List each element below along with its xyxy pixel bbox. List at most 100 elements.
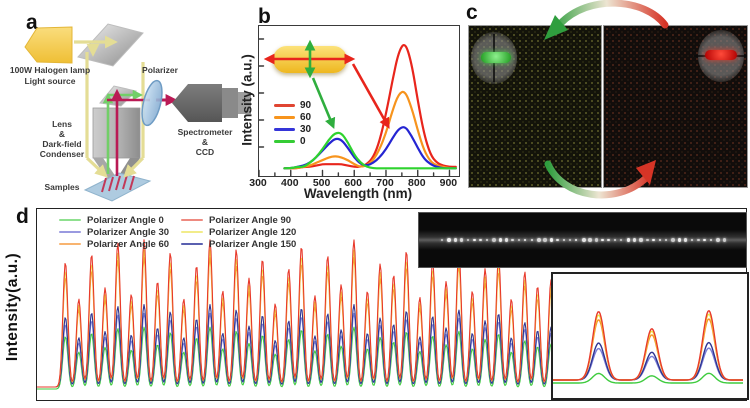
peak-zoom-inset (551, 272, 749, 400)
red-pointer-arrow (351, 63, 390, 129)
nanorod-dot (581, 238, 586, 242)
nanorod-dot (645, 238, 649, 242)
darkfield-image-longitudinal (603, 25, 748, 188)
nanorod-dot (460, 238, 464, 242)
legend-item: Polarizer Angle 120 (181, 226, 296, 238)
tick-800: 800 (408, 177, 426, 189)
ccd-block (238, 92, 251, 114)
darkfield-image-transverse (468, 25, 602, 188)
nanorod-dot (588, 238, 592, 242)
legend-swatch-angle-30 (59, 230, 81, 234)
legend-item: Polarizer Angle 60 (59, 238, 169, 250)
nanorod-dot (485, 239, 488, 241)
panel-b-x-axis-label: Wavelength (nm) (303, 186, 413, 201)
panel-c-label: c (466, 1, 478, 24)
legend-swatch-60 (274, 115, 295, 119)
panel-b-legend: 90 60 30 0 (274, 99, 311, 147)
nanorod-dot (466, 238, 470, 242)
legend-label-angle-120: Polarizer Angle 120 (209, 226, 297, 238)
red-nanorod-icon (705, 50, 737, 60)
panel-b-annotations (263, 39, 390, 130)
nanorod-dot (505, 238, 509, 242)
nanorod-dot (709, 239, 712, 241)
tick-600: 600 (344, 177, 362, 189)
nanorod-dot (479, 238, 482, 242)
lamp-label-line2: Light source (24, 76, 76, 86)
panel-d-y-axis-label: Intensity(a.u.) (4, 252, 21, 362)
lamp-label-line1: 100W Halogen lamp (9, 65, 91, 75)
legend-item: Polarizer Angle 150 (181, 238, 296, 250)
tick-400: 400 (281, 177, 299, 189)
legend-swatch-0 (274, 139, 295, 143)
nanorod-dot (716, 238, 720, 242)
nanorod-dot (530, 239, 533, 241)
polarization-inset-green (471, 32, 517, 84)
polarization-inset-red (694, 30, 747, 82)
condenser-label-3: Dark-field (42, 139, 82, 149)
panel-b-plot-area: 90 60 30 0 (258, 25, 460, 177)
panel-a-setup-diagram: a (0, 0, 256, 205)
legend-swatch-angle-0 (59, 218, 81, 222)
condenser-label-2: & (58, 129, 66, 139)
nanorod-dot (697, 238, 700, 242)
nanorod-dot (556, 238, 560, 242)
nanorod-dot (722, 238, 727, 242)
legend-swatch-90 (274, 103, 295, 107)
samples-label: Samples (44, 182, 80, 192)
legend-swatch-angle-150 (181, 242, 204, 246)
spectrometer-body (172, 84, 222, 122)
panel-b-label: b (258, 5, 271, 28)
legend-label-0: 0 (300, 135, 306, 147)
nanorod-dot (703, 238, 706, 242)
legend-item: 60 (274, 111, 311, 123)
nanorod-dot (517, 238, 521, 242)
panel-c-darkfield-images: c (455, 0, 750, 205)
nanorod-dot (562, 238, 566, 242)
nanorod-dot (639, 238, 643, 242)
nanorod-dot (447, 238, 452, 242)
spectrometer-label-2: & (201, 137, 209, 147)
panel-b-spectra: b Intensity (a.u.) 90 60 30 (240, 0, 466, 205)
nanorod-dot (690, 238, 694, 242)
nanorod-dot (575, 239, 578, 241)
tick-500: 500 (312, 177, 331, 189)
nanorod-dot (498, 238, 503, 242)
nanorod-dot (633, 238, 637, 242)
nanorod-dot (511, 238, 515, 242)
nanorod-dot (626, 238, 631, 242)
halogen-lamp-icon (24, 26, 73, 64)
nanorod-dot (665, 239, 667, 241)
nanorod-dot (473, 238, 476, 242)
panel-b-curves (259, 38, 457, 176)
spectrometer-block (222, 88, 238, 118)
legend-label-angle-30: Polarizer Angle 30 (87, 226, 170, 238)
legend-label-angle-60: Polarizer Angle 60 (87, 238, 170, 250)
legend-item: Polarizer Angle 30 (59, 226, 169, 238)
legend-label-90: 90 (300, 99, 312, 111)
panel-d-legend: Polarizer Angle 0 Polarizer Angle 90 Pol… (59, 214, 296, 250)
panel-b-x-ticks: 300 400 500 600 700 800 900 (249, 177, 458, 189)
panel-d-linescan: d Intensity(a.u.) Polarizer Angle 0 Pola… (0, 200, 750, 408)
nanorod-dot (441, 239, 443, 241)
nanorod-dot (671, 238, 676, 242)
panel-d-label: d (16, 205, 29, 228)
tick-700: 700 (376, 177, 394, 189)
nanorod-dot (537, 238, 541, 242)
legend-label-angle-0: Polarizer Angle 0 (87, 214, 164, 226)
legend-item: Polarizer Angle 90 (181, 214, 296, 226)
nanorod-dot (549, 238, 553, 242)
nanorod-array-image-inset (418, 212, 747, 268)
legend-swatch-angle-90 (181, 218, 204, 222)
green-pointer-arrow (311, 77, 336, 130)
scattered-beams (102, 88, 178, 176)
nanorod-dot (601, 238, 604, 242)
legend-label-angle-150: Polarizer Angle 150 (209, 238, 297, 250)
nanorod-dot (524, 238, 527, 242)
legend-label-60: 60 (300, 111, 312, 123)
panel-b-y-axis-label: Intensity (a.u.) (239, 54, 255, 146)
legend-swatch-angle-60 (59, 242, 81, 246)
tick-900: 900 (439, 177, 458, 189)
legend-swatch-angle-120 (181, 230, 204, 234)
nanorod-dot (684, 238, 688, 242)
